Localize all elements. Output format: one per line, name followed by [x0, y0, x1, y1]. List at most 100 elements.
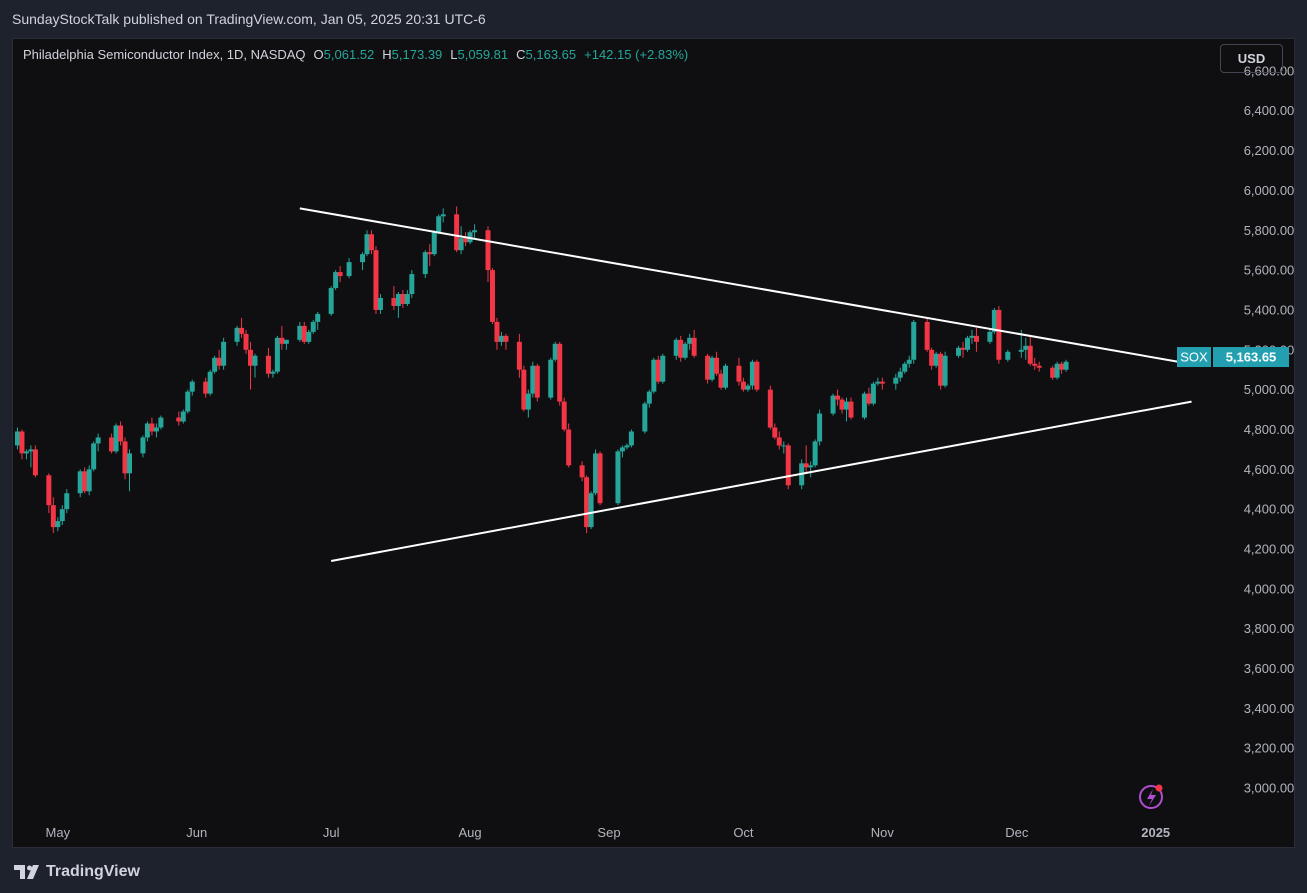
price-axis-label: 6,400.00 [1244, 103, 1294, 118]
candle-body [754, 361, 760, 390]
candle-body [373, 250, 379, 310]
candle-body [270, 371, 276, 374]
high-label: H [382, 47, 392, 62]
candle-body [95, 437, 101, 444]
candle-body [691, 337, 697, 356]
candle-body [956, 347, 962, 356]
candle-body [866, 393, 872, 404]
candle-body [297, 325, 303, 340]
candle-body [279, 337, 285, 344]
price-axis-label: 5,000.00 [1244, 382, 1294, 397]
candle-body [973, 335, 979, 342]
candle-body [646, 391, 652, 404]
candle-body [987, 331, 993, 342]
change-value: +142.15 (+2.83%) [584, 47, 689, 62]
price-chart[interactable]: 3,000.00 3,200.00 3,400.00 3,600.00 3,800.00… [13, 39, 1294, 847]
candle-body [346, 262, 352, 277]
candle-body [718, 373, 724, 388]
candle-body [1063, 361, 1069, 370]
candle-body [14, 431, 20, 446]
candle-body [521, 369, 527, 410]
candle-body [158, 417, 164, 428]
candle-body [902, 363, 908, 372]
candle-body [436, 216, 442, 233]
price-axis-label: 4,400.00 [1244, 502, 1294, 517]
publish-text: SundayStockTalk published on TradingView… [12, 11, 486, 27]
price-axis-label: 6,200.00 [1244, 143, 1294, 158]
candle-body [144, 423, 150, 438]
candle-body [557, 343, 563, 402]
candle-body [552, 343, 558, 360]
time-axis-label: Sep [597, 825, 620, 840]
candle-body [588, 493, 594, 528]
candle-body [212, 357, 218, 372]
candle-body [243, 333, 249, 350]
candle-body [1059, 363, 1065, 370]
candle-body [1050, 367, 1056, 378]
price-tag-value: 5,163.65 [1226, 350, 1277, 365]
time-axis-label: Aug [459, 825, 482, 840]
candle-body [23, 451, 29, 454]
footer-brand[interactable]: TradingView [14, 860, 140, 884]
candle-body [207, 371, 213, 394]
candle-body [678, 339, 684, 358]
candle-body [489, 270, 495, 322]
candle-body [687, 337, 693, 344]
candle-body [525, 393, 531, 410]
time-axis-label: Dec [1005, 825, 1029, 840]
candle-body [929, 349, 935, 366]
candle-body [660, 355, 666, 382]
candle-body [870, 383, 876, 404]
candle-body [46, 475, 52, 506]
candle-body [252, 355, 258, 366]
candle-body [185, 391, 191, 412]
candle-body [655, 359, 661, 382]
chart-legend: Philadelphia Semiconductor Index, 1D, NA… [23, 47, 688, 62]
chart-frame[interactable]: 3,000.00 3,200.00 3,400.00 3,600.00 3,800.00… [12, 38, 1295, 848]
open-label: O [313, 47, 324, 62]
candle-body [113, 425, 119, 452]
candle-body [673, 339, 679, 356]
candle-body [749, 361, 755, 386]
upper-trendline[interactable] [299, 207, 1179, 363]
candle-body [879, 381, 885, 384]
candle-body [584, 477, 590, 528]
time-axis-label: Jul [323, 825, 340, 840]
price-tag-symbol: SOX [1180, 350, 1208, 365]
candle-body [118, 425, 124, 442]
candle-body [740, 381, 746, 390]
candle-body [534, 365, 540, 398]
low-label: L [450, 47, 458, 62]
candle-body [906, 359, 912, 364]
candle-body [942, 355, 948, 386]
price-axis-label: 3,600.00 [1244, 661, 1294, 676]
candle-body [785, 445, 791, 486]
candle-body [395, 294, 401, 306]
candle-body [122, 441, 128, 474]
candle-body [59, 509, 65, 522]
candle-body [248, 349, 254, 366]
time-axis-label: Oct [733, 825, 754, 840]
publish-header: SundayStockTalk published on TradingView… [0, 0, 1307, 38]
lower-trendline[interactable] [330, 400, 1192, 562]
price-axis-label: 3,400.00 [1244, 701, 1294, 716]
candle-body [498, 335, 504, 342]
candle-body [463, 238, 469, 243]
candle-body [283, 339, 289, 344]
lightning-icon[interactable] [1139, 785, 1163, 809]
candle-body [736, 365, 742, 382]
candle-body [875, 381, 881, 384]
candle-body [328, 288, 334, 314]
price-axis-label: 4,600.00 [1244, 462, 1294, 477]
candle-body [579, 465, 585, 478]
symbol-title: Philadelphia Semiconductor Index, 1D, NA… [23, 47, 306, 62]
candle-body [593, 453, 599, 494]
candle-body [1023, 345, 1029, 350]
candle-body [969, 335, 975, 338]
candle-body [140, 437, 146, 454]
currency-button[interactable]: USD [1220, 44, 1283, 73]
candle-body [176, 417, 182, 422]
chart-background [13, 39, 1294, 847]
price-axis-label: 4,800.00 [1244, 422, 1294, 437]
candle-body [91, 443, 97, 470]
